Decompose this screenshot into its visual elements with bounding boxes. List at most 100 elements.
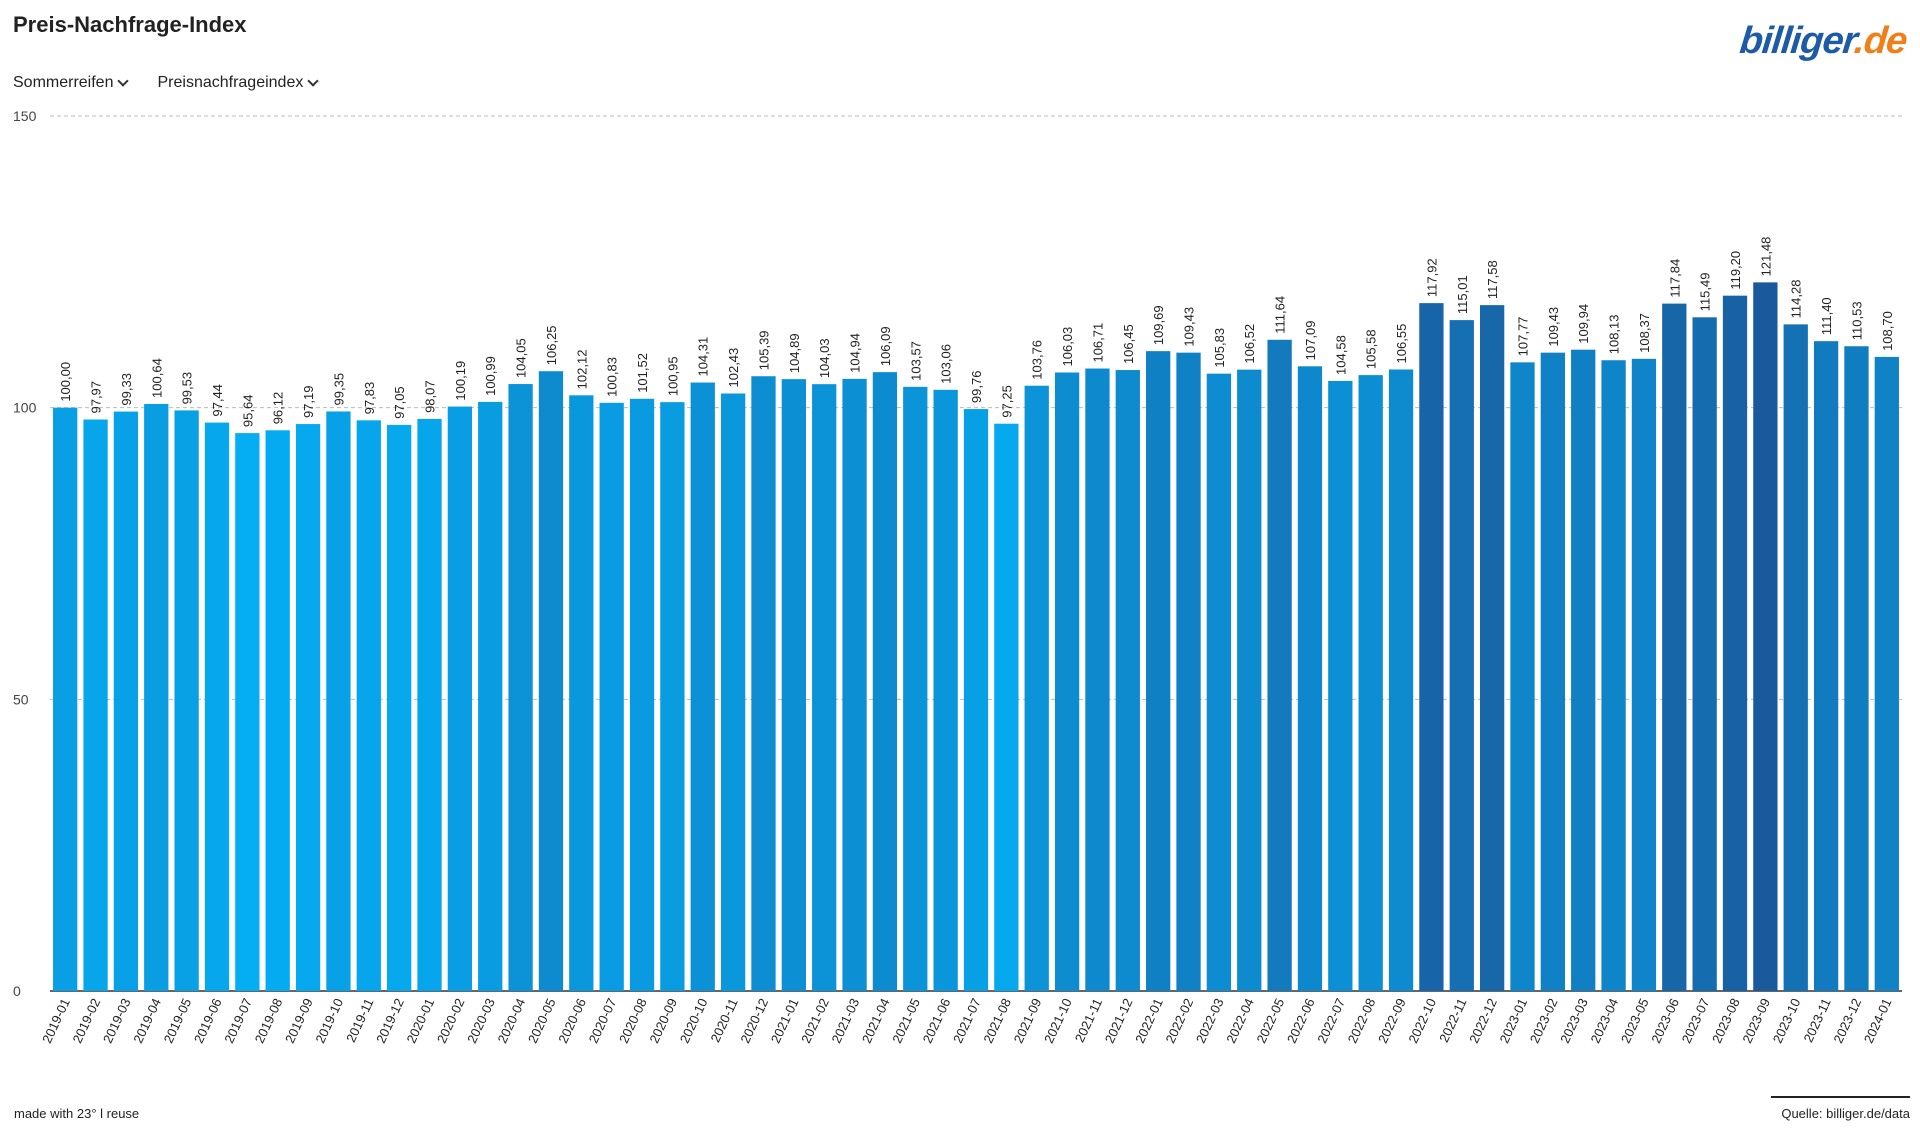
- x-tick-label: 2019-06: [191, 996, 225, 1046]
- x-tick-label: 2022-10: [1405, 996, 1439, 1046]
- metric-dropdown[interactable]: Preisnachfrageindex: [157, 74, 320, 92]
- data-label: 98,07: [423, 380, 438, 413]
- x-tick-label: 2019-01: [39, 996, 73, 1046]
- data-label: 109,94: [1576, 304, 1591, 344]
- data-label: 108,70: [1880, 311, 1895, 351]
- bar: [1571, 349, 1596, 991]
- bar: [751, 376, 776, 992]
- data-label: 111,64: [1273, 296, 1288, 334]
- bar: [599, 402, 624, 991]
- bar: [113, 411, 139, 991]
- bar: [417, 418, 442, 991]
- y-tick-label: 150: [13, 108, 37, 124]
- data-label: 104,03: [817, 338, 832, 378]
- bar: [842, 378, 867, 992]
- data-label: 100,95: [665, 356, 680, 396]
- data-label: 100,00: [58, 362, 73, 402]
- data-label: 96,12: [271, 392, 286, 425]
- bar: [356, 420, 381, 991]
- x-tick-label: 2021-08: [980, 996, 1014, 1046]
- data-label: 104,31: [696, 337, 711, 377]
- data-label: 108,37: [1637, 313, 1652, 353]
- bar: [781, 379, 806, 991]
- data-label: 103,57: [908, 341, 923, 381]
- data-label: 100,19: [453, 361, 468, 401]
- data-label: 97,44: [210, 384, 225, 417]
- data-label: 99,33: [119, 373, 134, 406]
- x-tick-label: 2020-10: [677, 996, 711, 1046]
- x-tick-label: 2019-07: [221, 996, 255, 1046]
- bar: [1449, 320, 1474, 991]
- bar: [1267, 339, 1292, 991]
- source-note: Quelle: billiger.de/data: [1771, 1096, 1910, 1121]
- data-label: 114,28: [1789, 280, 1804, 319]
- bar: [1874, 356, 1899, 992]
- bar: [1085, 368, 1110, 991]
- bar: [1631, 358, 1657, 991]
- bar: [569, 395, 594, 991]
- bar: [629, 398, 655, 991]
- x-tick-label: 2023-06: [1648, 996, 1682, 1046]
- x-tick-label: 2023-04: [1588, 996, 1622, 1046]
- data-label: 110,53: [1849, 301, 1864, 340]
- bar: [933, 389, 958, 992]
- data-label: 100,83: [605, 357, 620, 397]
- data-label: 99,53: [180, 372, 195, 405]
- data-label: 111,40: [1819, 297, 1834, 335]
- x-tick-label: 2020-04: [495, 996, 529, 1046]
- data-label: 104,58: [1333, 335, 1348, 375]
- bar-chart: 0 50 100 150 100,00 2019-01 97,97 2019-02 99,33 2…: [13, 108, 1902, 1046]
- x-tick-label: 2022-02: [1162, 996, 1196, 1046]
- x-tick-label: 2024-01: [1861, 996, 1895, 1046]
- x-tick-label: 2021-07: [950, 996, 984, 1046]
- bar: [1722, 295, 1748, 991]
- x-tick-label: 2019-08: [252, 996, 286, 1046]
- data-label: 115,49: [1698, 273, 1713, 312]
- bar: [1419, 303, 1444, 992]
- y-tick-label: 0: [13, 983, 21, 999]
- x-tick-label: 2022-09: [1375, 996, 1409, 1046]
- x-tick-label: 2021-09: [1011, 996, 1045, 1046]
- x-tick-label: 2021-05: [889, 996, 923, 1046]
- data-label: 106,52: [1242, 324, 1257, 364]
- bar: [963, 409, 989, 992]
- bar: [1510, 362, 1535, 991]
- bar: [387, 424, 412, 991]
- bar: [994, 423, 1019, 991]
- data-label: 121,48: [1758, 237, 1773, 277]
- billiger-logo[interactable]: billiger.de: [1737, 20, 1908, 63]
- data-label: 104,94: [848, 333, 863, 373]
- x-tick-label: 2020-06: [555, 996, 589, 1046]
- bar: [1237, 369, 1262, 992]
- bar: [1813, 341, 1839, 991]
- x-tick-label: 2023-12: [1830, 996, 1864, 1046]
- data-label: 115,01: [1455, 275, 1470, 314]
- data-label: 119,20: [1728, 251, 1743, 290]
- bar: [1662, 303, 1687, 992]
- x-tick-label: 2019-12: [373, 996, 407, 1046]
- bar: [508, 384, 533, 992]
- made-with-credit[interactable]: made with 23° l reuse: [14, 1106, 140, 1121]
- data-label: 103,76: [1030, 340, 1045, 380]
- x-tick-label: 2021-02: [798, 996, 832, 1046]
- bar: [326, 411, 351, 991]
- category-dropdown[interactable]: Sommerreifen: [13, 74, 130, 92]
- data-label: 102,12: [574, 350, 589, 390]
- category-dropdown-label: Sommerreifen: [13, 74, 114, 91]
- x-tick-label: 2019-11: [343, 996, 376, 1045]
- bar: [1753, 282, 1778, 991]
- data-label: 97,05: [392, 386, 407, 419]
- bar: [174, 410, 199, 991]
- bar: [144, 403, 169, 991]
- chevron-down-icon: [117, 75, 130, 87]
- x-tick-label: 2019-09: [282, 996, 316, 1046]
- bar: [690, 382, 715, 991]
- chart-title: Preis-Nachfrage-Index: [13, 12, 247, 37]
- x-tick-label: 2019-04: [130, 996, 164, 1046]
- x-tick-label: 2022-05: [1254, 996, 1288, 1046]
- bar: [720, 393, 746, 991]
- bar: [295, 424, 321, 991]
- x-tick-label: 2022-11: [1436, 996, 1469, 1045]
- x-tick-label: 2019-05: [161, 996, 195, 1046]
- x-tick-label: 2023-01: [1496, 996, 1530, 1046]
